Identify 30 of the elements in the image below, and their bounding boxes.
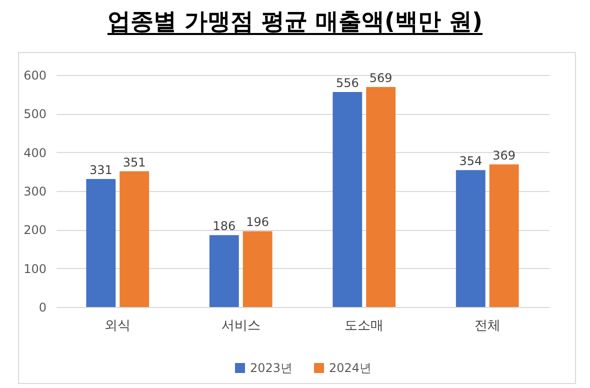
- y-tick-label: 500: [24, 107, 46, 122]
- y-tick-label: 600: [24, 68, 46, 82]
- data-label: 331: [89, 163, 112, 178]
- y-tick-label: 0: [38, 300, 46, 314]
- y-tick-label: 400: [24, 146, 46, 160]
- data-label: 569: [369, 70, 392, 85]
- data-label: 556: [336, 76, 359, 90]
- y-tick-label: 300: [24, 184, 46, 198]
- legend-label: 2024년: [329, 361, 372, 375]
- x-tick-label: 외식: [104, 318, 131, 334]
- data-label: 354: [459, 154, 482, 168]
- data-label: 196: [246, 215, 270, 230]
- data-label: 351: [122, 155, 146, 170]
- bar: [489, 164, 519, 307]
- x-tick-label: 서비스: [221, 318, 260, 334]
- bar: [366, 86, 396, 307]
- bar: [209, 235, 239, 307]
- bar: [456, 170, 486, 307]
- legend-label: 2023년: [250, 361, 293, 375]
- y-tick-label: 200: [24, 223, 46, 238]
- bar: [120, 171, 150, 307]
- y-tick-label: 100: [24, 262, 46, 276]
- bar: [86, 179, 116, 307]
- data-label: 186: [212, 219, 236, 234]
- bar: [332, 92, 362, 307]
- data-label: 369: [492, 148, 516, 162]
- chart-title: 업종별 가맹점 평균 매출액(백만 원): [106, 8, 484, 37]
- bar: [242, 231, 272, 307]
- x-tick-label: 전체: [474, 318, 500, 334]
- x-tick-label: 도소매: [344, 318, 384, 334]
